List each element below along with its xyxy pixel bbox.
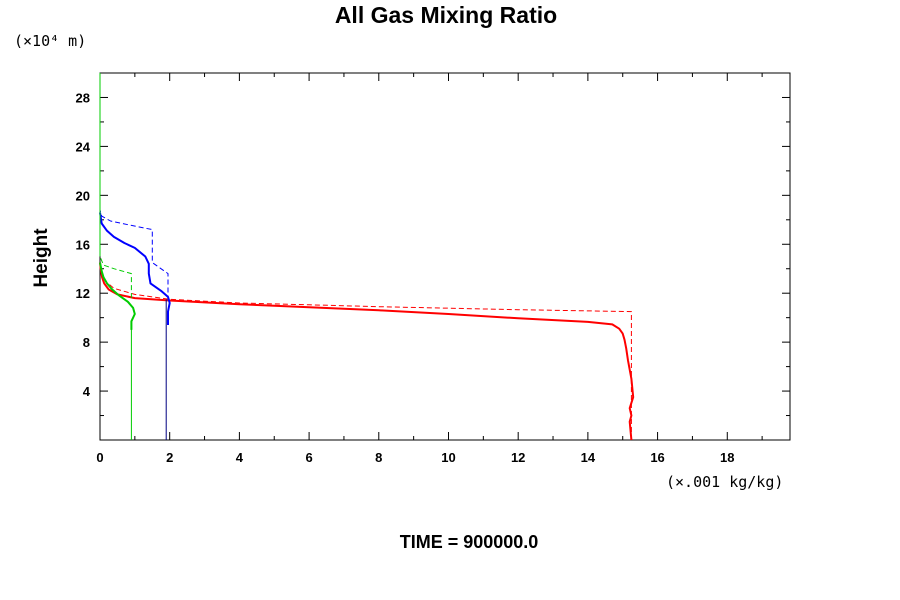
x-tick-label: 10 [441, 450, 455, 465]
x-tick-label: 18 [720, 450, 734, 465]
x-tick-label: 6 [305, 450, 312, 465]
series-line-1 [99, 262, 635, 441]
series-line-2 [99, 268, 632, 440]
time-label: TIME = 900000.0 [399, 532, 539, 552]
y-tick-label: 12 [76, 286, 90, 301]
plot-frame [99, 72, 791, 441]
y-tick-label: 4 [83, 384, 91, 399]
x-tick-label: 4 [236, 450, 244, 465]
x-tick-label: 14 [581, 450, 596, 465]
series-line-4 [99, 209, 169, 301]
series-line-6 [99, 262, 136, 330]
series-lines [99, 73, 635, 441]
chart-title: All Gas Mixing Ratio [334, 2, 558, 28]
y-tick-label: 28 [76, 90, 90, 105]
x-tick-label: 2 [166, 450, 173, 465]
y-tick-label: 24 [76, 139, 91, 154]
x-tick-label: 8 [375, 450, 382, 465]
x-tick-label: 0 [96, 450, 103, 465]
series-line-7 [99, 256, 132, 299]
y-tick-label: 8 [83, 335, 90, 350]
y-tick-label: 16 [76, 237, 90, 252]
series-line-3 [99, 212, 171, 325]
y-tick-label: 20 [76, 188, 90, 203]
x-tick-label: 16 [650, 450, 664, 465]
y-axis-units: (×10⁴ m) [14, 32, 87, 50]
x-tick-label: 12 [511, 450, 525, 465]
x-axis-units: (×.001 kg/kg) [666, 473, 784, 491]
